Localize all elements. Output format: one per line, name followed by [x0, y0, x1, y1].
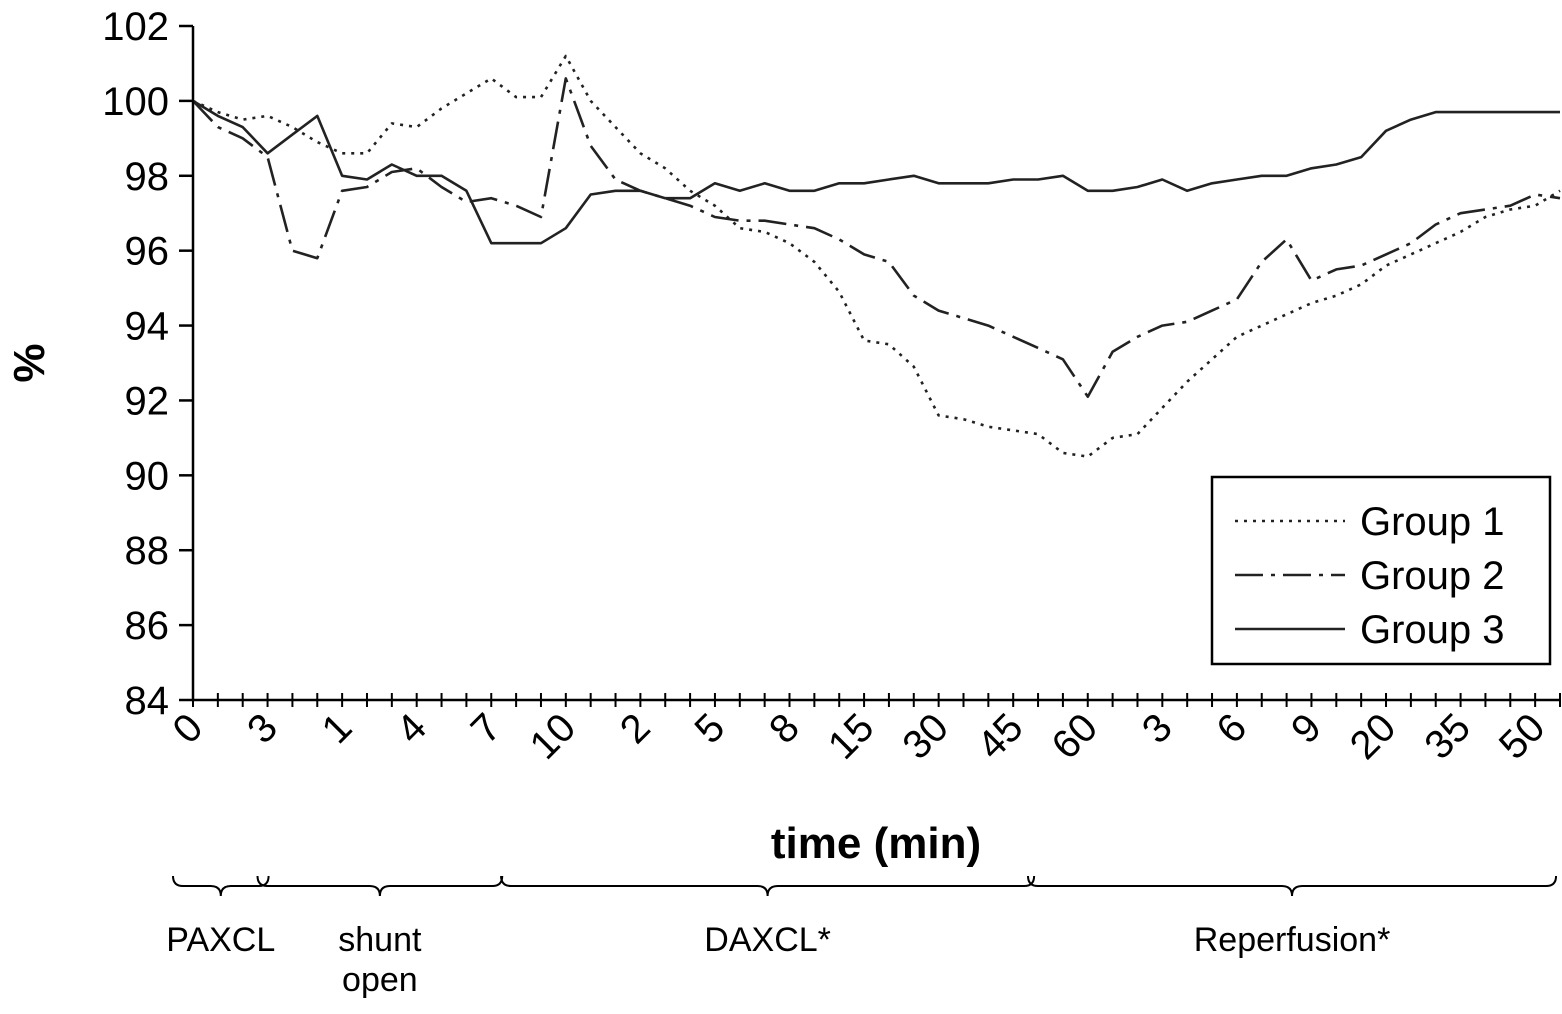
x-tick-label: 3	[239, 705, 286, 752]
x-tick-label: 7	[463, 705, 510, 752]
phase-brace	[1027, 875, 1558, 897]
x-tick-label: 15	[820, 705, 883, 768]
phase-label: PAXCL	[166, 921, 275, 959]
phase-label: Reperfusion*	[1194, 921, 1391, 959]
series-line-group-1	[192, 54, 1561, 458]
plot-area	[192, 54, 1561, 458]
x-tick-label: 4	[388, 705, 435, 752]
series-line-group-3	[192, 99, 1560, 245]
x-tick-label: 2	[612, 705, 659, 752]
y-tick-label: 96	[125, 230, 170, 274]
phase-label: shunt open	[338, 921, 422, 999]
x-tick-label: 50	[1491, 705, 1554, 768]
legend-box	[1210, 475, 1552, 666]
y-tick-label: 84	[125, 679, 170, 723]
y-tick-label: 102	[102, 5, 169, 49]
x-tick-label: 20	[1342, 705, 1405, 768]
x-tick-label: 30	[894, 705, 957, 768]
x-axis: 0 3 1 4 7 10 2 5 8 15 30 45 60 3 6 9 20 35 50	[165, 693, 1561, 768]
legend-entry: Group 2	[1360, 554, 1505, 598]
y-tick-label: 100	[102, 80, 169, 124]
x-tick-label: 35	[1416, 705, 1479, 768]
phase-brace	[256, 875, 504, 897]
x-tick-label: 45	[969, 705, 1032, 768]
x-tick-label: 60	[1044, 705, 1107, 768]
y-tick-label: 98	[125, 155, 170, 199]
y-tick-label: 88	[125, 529, 170, 573]
x-tick-label: 6	[1208, 705, 1255, 752]
x-axis-label: time (min)	[771, 819, 981, 868]
x-tick-label: 5	[686, 705, 733, 752]
x-tick-label: 3	[1134, 705, 1181, 752]
legend-entry: Group 1	[1360, 500, 1505, 544]
y-tick-label: 86	[125, 604, 170, 648]
series-line-group-2	[192, 77, 1561, 399]
legend: Group 1 Group 2 Group 3	[1210, 475, 1552, 666]
y-tick-label: 94	[125, 305, 170, 349]
x-tick-label: 9	[1283, 705, 1330, 752]
y-axis-label: %	[5, 343, 54, 382]
y-axis: 84 86 88 90 92 94 96 98 100 102	[102, 5, 195, 723]
x-tick-label: 1	[314, 705, 361, 752]
x-tick-label: 0	[165, 705, 212, 752]
y-tick-label: 90	[125, 454, 170, 498]
legend-entry: Group 3	[1360, 608, 1505, 652]
phase-brace	[172, 875, 270, 897]
x-tick-label: 8	[761, 705, 808, 752]
phase-brace	[500, 875, 1036, 897]
x-tick-label: 10	[522, 705, 585, 768]
phase-annotations: PAXCL shunt open DAXCL* Reperfusion*	[166, 875, 1558, 999]
y-tick-label: 92	[125, 379, 170, 423]
phase-label: DAXCL*	[704, 921, 831, 959]
